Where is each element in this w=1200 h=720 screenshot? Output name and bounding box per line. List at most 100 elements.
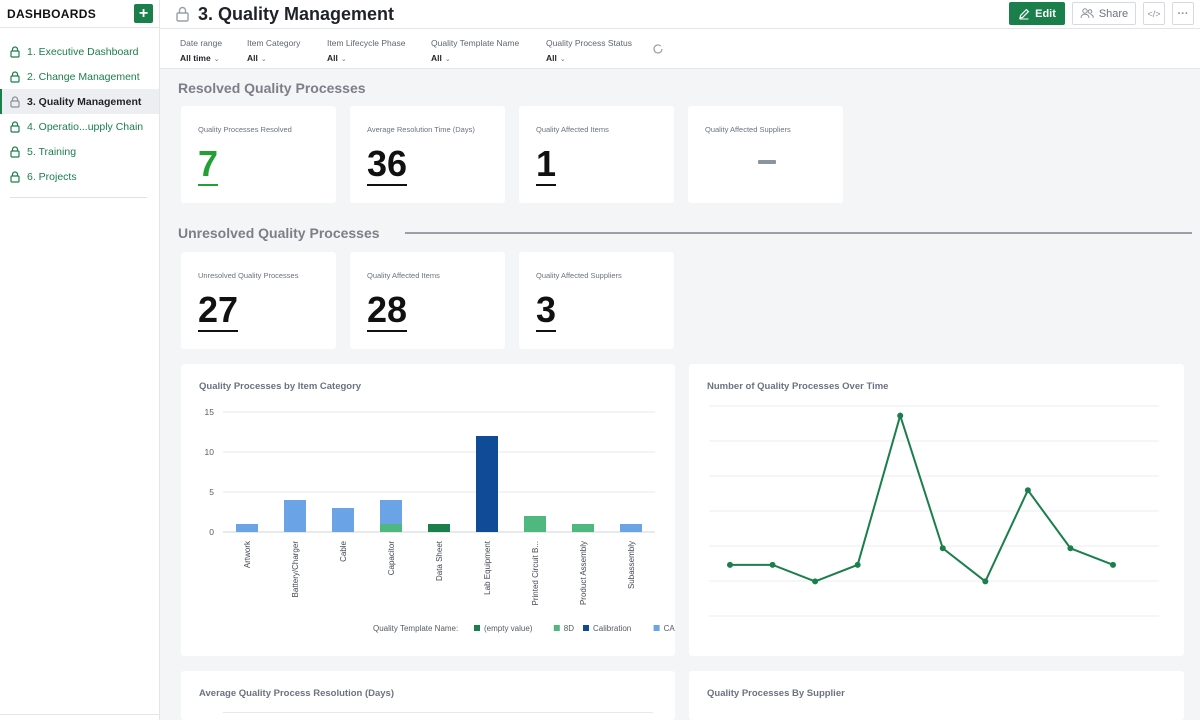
legend-swatch-empty-value bbox=[474, 625, 480, 631]
bar-lab-equipment-calibration bbox=[476, 436, 498, 532]
data-point bbox=[1024, 487, 1031, 494]
sidebar-item-change-management[interactable]: 2. Change Management bbox=[0, 64, 159, 89]
chart-card-average-resolution[interactable]: Average Quality Process Resolution (Days… bbox=[181, 671, 675, 720]
kpi-card-unresolved-processes[interactable]: Unresolved Quality Processes 27 bbox=[181, 252, 336, 349]
kpi-card-affected-suppliers-unresolved[interactable]: Quality Affected Suppliers 3 bbox=[519, 252, 674, 349]
chart-title: Average Quality Process Resolution (Days… bbox=[199, 688, 394, 699]
sidebar-item-label: 6. Projects bbox=[27, 170, 77, 183]
gridline bbox=[223, 712, 653, 713]
dashboard-list: 1. Executive Dashboard 2. Change Managem… bbox=[0, 28, 159, 189]
filter-bar: Date range All time ⌄ Item Category All ⌄ … bbox=[160, 29, 1200, 69]
kpi-label: Quality Processes Resolved bbox=[198, 125, 292, 134]
chevron-down-icon: ⌄ bbox=[559, 56, 566, 63]
data-point bbox=[812, 578, 819, 585]
chart-card-over-time[interactable]: Number of Quality Processes Over Time bbox=[689, 364, 1184, 656]
sidebar-item-quality-management[interactable]: 3. Quality Management bbox=[0, 89, 159, 114]
sidebar-item-projects[interactable]: 6. Projects bbox=[0, 164, 159, 189]
bar-artwork-car bbox=[236, 524, 258, 532]
sidebar-item-label: 1. Executive Dashboard bbox=[27, 45, 139, 58]
bar-cable-car bbox=[332, 508, 354, 532]
page-title: 3. Quality Management bbox=[198, 3, 395, 24]
filter-quality-process-status[interactable]: Quality Process Status All ⌄ bbox=[546, 38, 632, 66]
filter-value: All bbox=[546, 53, 557, 63]
filter-label: Quality Template Name bbox=[431, 38, 520, 48]
filter-date-range[interactable]: Date range All time ⌄ bbox=[180, 38, 222, 66]
legend-title: Quality Template Name: bbox=[373, 624, 458, 633]
kpi-value: 36 bbox=[367, 143, 408, 186]
filter-value: All time bbox=[180, 53, 211, 63]
lock-icon bbox=[10, 170, 20, 183]
data-point bbox=[982, 578, 989, 585]
embed-code-button[interactable]: </> bbox=[1143, 2, 1165, 25]
bar-data-sheet-empty-value bbox=[428, 524, 450, 532]
bar-capacitor-car bbox=[380, 500, 402, 524]
filter-label: Item Category bbox=[247, 38, 301, 48]
line-chart bbox=[709, 405, 1159, 617]
chart-card-by-item-category[interactable]: Quality Processes by Item Category 0 5 10 1… bbox=[181, 364, 675, 656]
data-point bbox=[727, 561, 733, 568]
chevron-down-icon: ⌄ bbox=[260, 56, 267, 63]
data-point bbox=[769, 561, 776, 568]
kpi-card-affected-suppliers-resolved[interactable]: Quality Affected Suppliers bbox=[688, 106, 843, 203]
x-tick-label: Printed Circuit B... bbox=[531, 541, 540, 605]
legend-swatch-8d bbox=[553, 625, 560, 631]
filter-label: Quality Process Status bbox=[546, 38, 632, 48]
legend-label: CAR bbox=[664, 624, 675, 633]
bar-chart: 0 5 10 15 Artwork Battery/Charger Cable Capacit… bbox=[205, 407, 675, 633]
users-icon bbox=[1080, 8, 1094, 19]
refresh-icon[interactable] bbox=[652, 43, 664, 55]
kpi-value: 7 bbox=[198, 143, 219, 186]
y-tick-label: 0 bbox=[209, 527, 214, 537]
x-tick-label: Capacitor bbox=[387, 541, 396, 576]
sidebar-item-training[interactable]: 5. Training bbox=[0, 139, 159, 164]
kpi-label: Quality Affected Suppliers bbox=[705, 125, 791, 134]
empty-value-dash bbox=[758, 160, 776, 164]
kpi-card-average-resolution-time[interactable]: Average Resolution Time (Days) 36 bbox=[350, 106, 505, 203]
kpi-value: 28 bbox=[367, 289, 408, 332]
chart-title: Quality Processes By Supplier bbox=[707, 688, 845, 699]
kpi-label: Quality Affected Items bbox=[367, 271, 440, 280]
share-label: Share bbox=[1098, 7, 1129, 20]
filter-value: All bbox=[247, 53, 258, 63]
add-dashboard-button[interactable]: + bbox=[134, 4, 153, 23]
lock-icon bbox=[10, 120, 20, 133]
lock-icon bbox=[10, 145, 20, 158]
kpi-label: Average Resolution Time (Days) bbox=[367, 125, 475, 134]
filter-label: Item Lifecycle Phase bbox=[327, 38, 406, 48]
chart-title: Number of Quality Processes Over Time bbox=[707, 381, 889, 392]
more-options-button[interactable]: ··· bbox=[1172, 2, 1194, 25]
sidebar-item-label: 3. Quality Management bbox=[27, 95, 142, 108]
data-point bbox=[939, 545, 946, 552]
edit-button[interactable]: Edit bbox=[1009, 2, 1065, 25]
y-tick-label: 15 bbox=[205, 407, 215, 417]
chart-card-by-supplier[interactable]: Quality Processes By Supplier bbox=[689, 671, 1184, 720]
x-tick-label: Artwork bbox=[243, 540, 252, 568]
filter-item-lifecycle-phase[interactable]: Item Lifecycle Phase All ⌄ bbox=[327, 38, 405, 66]
sidebar-header: DASHBOARDS + bbox=[0, 0, 159, 28]
header-actions: Edit Share </> ··· bbox=[1009, 2, 1194, 25]
legend-label: 8D bbox=[564, 624, 574, 633]
x-tick-label: Cable bbox=[339, 540, 348, 561]
chevron-down-icon: ⌄ bbox=[213, 56, 220, 63]
chart-title: Quality Processes by Item Category bbox=[199, 381, 362, 392]
sidebar-footer-divider bbox=[0, 714, 159, 715]
bar-capacitor-8d bbox=[380, 524, 402, 532]
sidebar-item-operations-supply-chain[interactable]: 4. Operatio...upply Chain bbox=[0, 114, 159, 139]
x-tick-label: Lab Equipment bbox=[483, 540, 492, 595]
filter-quality-template-name[interactable]: Quality Template Name All ⌄ bbox=[431, 38, 519, 66]
legend-label: (empty value) bbox=[484, 624, 533, 633]
sidebar-item-executive-dashboard[interactable]: 1. Executive Dashboard bbox=[0, 39, 159, 64]
y-tick-label: 5 bbox=[209, 487, 214, 497]
kpi-card-affected-items-unresolved[interactable]: Quality Affected Items 28 bbox=[350, 252, 505, 349]
filter-item-category[interactable]: Item Category All ⌄ bbox=[247, 38, 300, 66]
data-point bbox=[854, 561, 861, 568]
filter-value: All bbox=[327, 53, 338, 63]
share-button[interactable]: Share bbox=[1072, 2, 1136, 25]
series-line bbox=[730, 412, 1114, 583]
x-tick-label: Battery/Charger bbox=[291, 541, 300, 598]
lock-icon bbox=[176, 6, 189, 22]
lock-icon bbox=[10, 95, 20, 108]
kpi-card-affected-items-resolved[interactable]: Quality Affected Items 1 bbox=[519, 106, 674, 203]
kpi-card-processes-resolved[interactable]: Quality Processes Resolved 7 bbox=[181, 106, 336, 203]
bar-product-assembly-8d bbox=[572, 524, 594, 532]
